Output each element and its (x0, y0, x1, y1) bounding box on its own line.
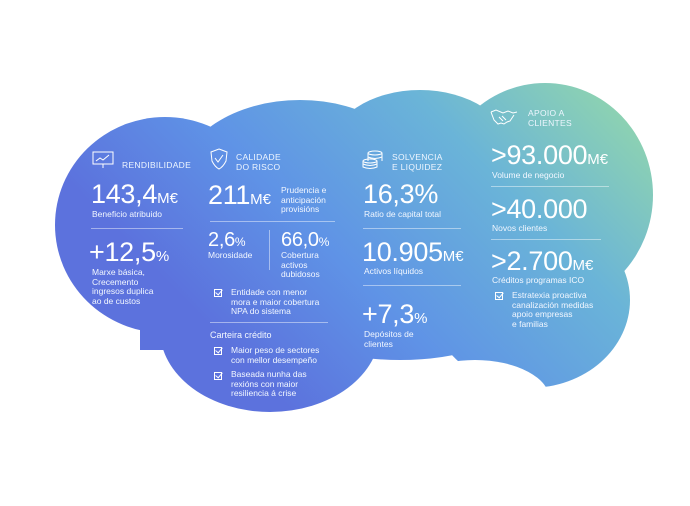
shield-check-icon (210, 148, 228, 170)
section-header: RENDIBILIDADE (122, 160, 192, 170)
check-item: Estratexia proactiva canalización medidas… (512, 290, 594, 329)
check-item: Baseada nunha das rexións con maior resili… (231, 369, 307, 398)
capital-ratio-label: Ratio de capital total (364, 209, 442, 219)
checkbox-icon (495, 292, 503, 300)
chart-presentation-icon (92, 151, 114, 168)
section-header: SOLVENCIA E LIQUIDEZ (392, 152, 443, 172)
marxe-label: Marxe básica, Crecemento ingresos duplica a… (92, 267, 154, 306)
marxe-value: +12,5% (89, 237, 170, 267)
volume-label: Volume de negocio (492, 170, 565, 180)
activos-value: 10.905M€ (362, 237, 464, 267)
vertical-divider (269, 230, 270, 270)
coins-stack-icon (362, 150, 383, 169)
check-item: Maior peso de sectores con mellor desempe… (231, 345, 320, 365)
divider (363, 228, 461, 229)
depositos-value: +7,3% (362, 299, 428, 329)
ico-value: >2.700M€ (491, 246, 594, 276)
carteira-title: Carteira crédito (210, 330, 272, 340)
checkbox-icon (214, 289, 222, 297)
capital-ratio-value: 16,3% (363, 179, 439, 209)
morosidade-label: Morosidade (208, 250, 253, 260)
novos-clientes-label: Novos clientes (492, 223, 548, 233)
checkbox-icon (214, 347, 222, 355)
section-header: APOIO A CLIENTES (528, 108, 572, 128)
divider (210, 322, 328, 323)
divider (363, 285, 461, 286)
novos-clientes-value: >40.000 (491, 194, 588, 224)
depositos-label: Depósitos de clientes (364, 329, 414, 349)
beneficio-label: Beneficio atribuido (92, 209, 162, 219)
activos-label: Activos líquidos (364, 266, 424, 276)
divider (91, 228, 183, 229)
check-item: Entidade con menor mora e maior cobertura… (231, 287, 320, 316)
morosidade-value: 2,6% (208, 229, 246, 251)
volume-value: >93.000M€ (491, 140, 609, 170)
beneficio-value: 143,4M€ (91, 179, 178, 209)
divider (491, 186, 609, 187)
provisions-label: Prudencia e anticipación provisións (281, 185, 327, 214)
divider (210, 221, 335, 222)
ico-label: Créditos programas ICO (492, 275, 585, 285)
cobertura-label: Cobertura activos dubidosos (281, 250, 320, 279)
provisions-value: 211M€ (208, 180, 271, 210)
checkbox-icon (214, 372, 222, 380)
cobertura-value: 66,0% (281, 229, 330, 251)
handshake-icon (490, 109, 518, 125)
divider (491, 239, 601, 240)
section-header: CALIDADE DO RISCO (236, 152, 281, 172)
